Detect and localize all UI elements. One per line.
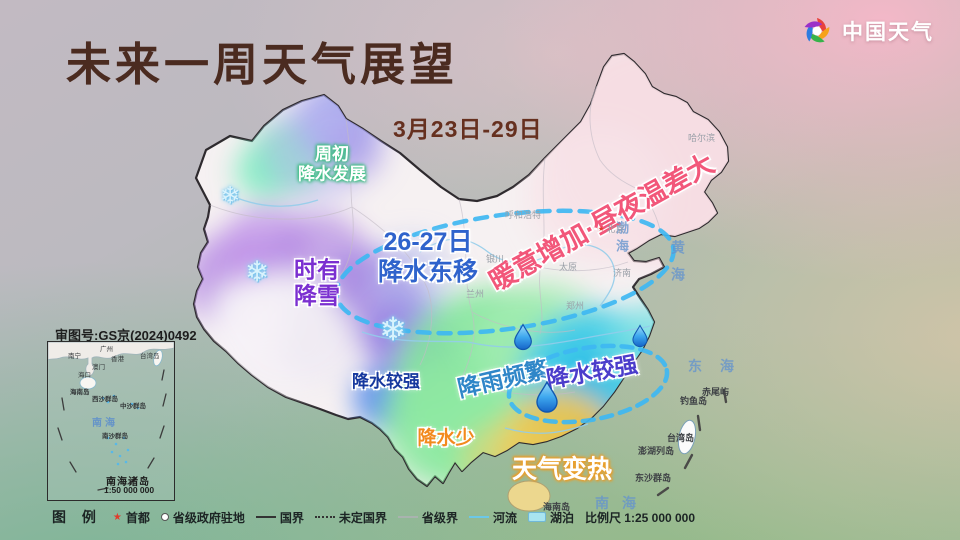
raindrop-icon (536, 381, 558, 413)
annotation-occasional-snow: 时有 降雪 (294, 256, 340, 309)
legend-provincial-capital: 省级政府驻地 (160, 509, 245, 526)
city-label-yinchuan: 银川 (486, 254, 505, 264)
map-review-number: 审图号:GS京(2024)0492 (55, 328, 197, 343)
inset-map-graphic (47, 341, 175, 491)
taiwan-island-shape (677, 419, 697, 455)
inset-label-nanhai: 南海 (92, 418, 118, 429)
city-label-harbin: 哈尔滨 (688, 133, 716, 143)
inset-scale: 1:50 000 000 (104, 485, 155, 495)
island-label-dongsha: 东沙群岛 (635, 473, 672, 483)
inset-label-macau: 澳门 (92, 364, 105, 371)
snowflake-icon: ❄ (244, 256, 270, 289)
capital-marker (594, 225, 598, 229)
sea-label-yellow-sea: 黄海 (670, 240, 686, 294)
city-label-jinan: 济南 (613, 268, 632, 278)
city-label-taiyuan: 太原 (559, 262, 578, 272)
raindrop-icon (632, 324, 648, 348)
inset-label-hainan: 海南岛 (70, 389, 90, 396)
inset-label-taiwan: 台湾岛 (140, 353, 160, 360)
city-label-lanzhou: 兰州 (466, 289, 485, 299)
province-boundaries (209, 85, 662, 396)
raindrop-icon (514, 323, 532, 351)
inset-label-nanning: 南宁 (68, 353, 81, 360)
annotation-strong-rain-southwest: 降水较强 (352, 372, 420, 392)
south-china-sea-inset-map: 南宁 广州 香港 澳门 海口 台湾岛 海南岛 西沙群岛 中沙群岛 南海 南沙群岛… (47, 341, 175, 501)
sea-label-south-china-sea: 南海 (595, 495, 649, 511)
inset-label-hongkong: 香港 (111, 356, 124, 363)
inset-label-nansha: 南沙群岛 (102, 433, 128, 440)
nine-dash-line (656, 388, 728, 497)
island-label-penghu: 澎湖列岛 (638, 446, 675, 456)
legend-national-border: 国界 (255, 509, 304, 526)
inset-label-xisha: 西沙群岛 (92, 396, 118, 403)
legend-lake: 湖泊 (527, 509, 574, 526)
annotation-less-rain: 降水少 (417, 428, 475, 450)
hainan-island-shape (507, 480, 551, 512)
dotted-line-swatch (314, 516, 335, 518)
legend-province-border: 省级界 (397, 509, 458, 526)
rain-east-dashed-ellipse (334, 208, 676, 336)
legend-undefined-border: 未定国界 (314, 509, 387, 526)
rivers (231, 195, 651, 434)
inset-label-zhongsha: 中沙群岛 (120, 403, 146, 410)
snowflake-icon: ❄ (379, 310, 407, 348)
island-label-chiweiyu: 赤尾屿 (702, 387, 730, 397)
china-weather-logo-icon (802, 18, 833, 47)
sea-label-bohai: 渤海 (614, 221, 629, 257)
island-label-hainan: 海南岛 (543, 502, 571, 512)
strong-rain-dashed-ellipse (506, 343, 670, 425)
brand-name: 中国天气 (842, 21, 934, 44)
legend-title: 图 例 (52, 509, 102, 525)
capital-star-icon: ★ (598, 225, 605, 233)
legend-river: 河流 (468, 509, 517, 526)
city-label-beijing: ★ 北京 (598, 224, 625, 234)
island-label-diaoyudao: 钓鱼岛 (680, 396, 708, 406)
city-label-zhengzhou: 郑州 (566, 301, 585, 311)
inset-title: 南海诸岛 (106, 477, 150, 488)
island-label-taiwan: 台湾岛 (667, 433, 695, 443)
lake-swatch (527, 512, 546, 522)
inset-label-haikou: 海口 (78, 372, 91, 379)
annotation-early-week-rain: 周初 降水发展 (298, 144, 366, 183)
snowflake-icon: ❄ (219, 182, 241, 210)
map-legend: 图 例 ★ 首都 省级政府驻地 国界 未定国界 省级界 河流 湖泊 比例尺 1:2… (52, 507, 695, 527)
star-icon: ★ (112, 511, 122, 523)
legend-capital: ★ 首都 (112, 510, 150, 525)
gray-line-swatch (397, 516, 418, 518)
circle-icon (160, 513, 169, 521)
river-line-swatch (468, 516, 489, 518)
solid-line-swatch (255, 516, 276, 518)
annotation-rain-moves-east: 26-27日 降水东移 (377, 228, 479, 286)
annotation-turning-hot: 天气变热 (511, 455, 613, 484)
sea-label-east-china-sea: 东海 (688, 358, 752, 374)
inset-label-guangzhou: 广州 (100, 346, 113, 353)
legend-scale: 比例尺 1:25 000 000 (584, 510, 696, 525)
brand-lockup: 中国天气 (800, 14, 934, 48)
page-title: 未来一周天气展望 (66, 39, 459, 90)
date-range: 3月23日-29日 (393, 116, 543, 142)
city-label-hohhot: 呼和浩特 (505, 210, 542, 220)
